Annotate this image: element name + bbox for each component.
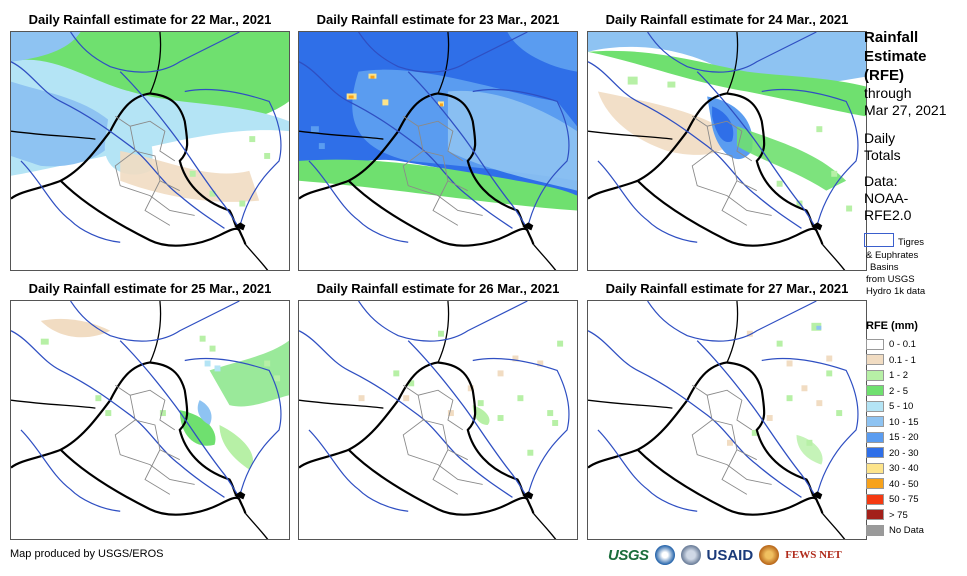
legend-swatch [866,354,884,366]
rainfall-map [10,31,290,271]
legend-swatch [866,369,884,381]
legend-swatch [866,431,884,443]
data-source-block: Data: NOAA- RFE2.0 [864,173,911,224]
data-line1: Data: [864,173,898,189]
fews-globe-icon [759,545,780,565]
sidebar-title-line3: (RFE) [864,67,904,84]
basin-line4: from USGS [866,274,915,285]
panel-title: Daily Rainfall estimate for 22 Mar., 202… [28,12,272,27]
map-panel: Daily Rainfall estimate for 26 Mar., 202… [298,279,578,540]
sidebar-title-line1: Rainfall [864,29,919,46]
legend-swatch [866,338,884,350]
data-line3: RFE2.0 [864,207,912,223]
basin-line3: Basins [870,262,899,273]
panel-title: Daily Rainfall estimate for 23 Mar., 202… [316,12,560,27]
usgs-logo: USGS [608,546,649,564]
legend-title: RFE (mm) [866,320,918,332]
legend-item: 5 - 10 [866,400,913,413]
usda-seal-icon [680,545,701,565]
legend-item: 10 - 15 [866,416,919,429]
legend-swatch [866,478,884,490]
legend-swatch [866,400,884,412]
through-block: through Mar 27, 2021 [864,85,947,119]
basin-line2: & Euphrates [866,250,919,261]
rainfall-map [587,300,867,540]
legend-swatch [866,509,884,521]
map-panel: Daily Rainfall estimate for 25 Mar., 202… [10,279,290,540]
legend-swatch [866,493,884,505]
rainfall-map [587,31,867,271]
legend-label: > 75 [889,509,908,521]
legend-item: 2 - 5 [866,385,908,398]
rainfall-map [298,31,578,271]
legend-swatch [866,462,884,474]
rainfall-map [298,300,578,540]
noaa-logo-icon [654,545,675,565]
legend-swatch [866,416,884,428]
sidebar-title-line2: Estimate [864,48,927,65]
legend-label: 2 - 5 [889,385,909,397]
legend-label: 10 - 15 [889,416,919,428]
through-date: Mar 27, 2021 [864,102,947,118]
legend-item: 40 - 50 [866,478,919,491]
legend-label: 0 - 0.1 [889,339,916,350]
legend-label: 20 - 30 [889,447,919,459]
panel-title: Daily Rainfall estimate for 27 Mar., 202… [605,281,849,296]
logo-bar: USGS USAID FEWS NET [608,540,842,570]
daily-line2: Totals [864,147,901,163]
legend-item: 15 - 20 [866,431,919,444]
legend-label: 5 - 10 [889,401,914,412]
through-label: through [864,85,912,101]
sidebar-title: Rainfall Estimate (RFE) [864,28,927,85]
legend-swatch [866,447,884,459]
legend-item: 30 - 40 [866,462,919,475]
map-panel: Daily Rainfall estimate for 27 Mar., 202… [587,279,867,540]
fews-net-logo: FEWS NET [785,549,842,561]
map-panel: Daily Rainfall estimate for 23 Mar., 202… [298,10,578,271]
panel-title: Daily Rainfall estimate for 24 Mar., 202… [605,12,849,27]
legend-label: 40 - 50 [889,478,919,490]
legend-swatch [866,524,884,536]
legend-item: 1 - 2 [866,369,908,382]
usaid-logo: USAID [706,546,754,564]
credit-text: Map produced by USGS/EROS [10,548,164,560]
daily-line1: Daily [864,130,896,146]
basin-legend-swatch [864,233,894,247]
legend-label: 15 - 20 [889,432,919,443]
map-panel: Daily Rainfall estimate for 24 Mar., 202… [587,10,867,271]
legend-label: 1 - 2 [889,370,909,381]
daily-block: Daily Totals [864,130,901,164]
legend-item: 0 - 0.1 [866,338,916,351]
legend-item: 50 - 75 [866,493,919,506]
rainfall-map [10,300,290,540]
legend-label: 50 - 75 [889,494,919,505]
legend-swatch [866,385,884,397]
legend-item: No Data [866,524,924,537]
legend-item: 0.1 - 1 [866,354,916,367]
legend-label: 0.1 - 1 [889,354,916,366]
legend-label: No Data [889,525,924,536]
basin-line1: Tigres [898,237,925,248]
data-line2: NOAA- [864,190,909,206]
legend-label: 30 - 40 [889,463,919,474]
legend-item: 20 - 30 [866,447,919,460]
panel-title: Daily Rainfall estimate for 25 Mar., 202… [28,281,272,296]
map-panel: Daily Rainfall estimate for 22 Mar., 202… [10,10,290,271]
legend-item: > 75 [866,509,908,522]
panel-title: Daily Rainfall estimate for 26 Mar., 202… [316,281,560,296]
basin-line5: Hydro 1k data [866,286,926,297]
